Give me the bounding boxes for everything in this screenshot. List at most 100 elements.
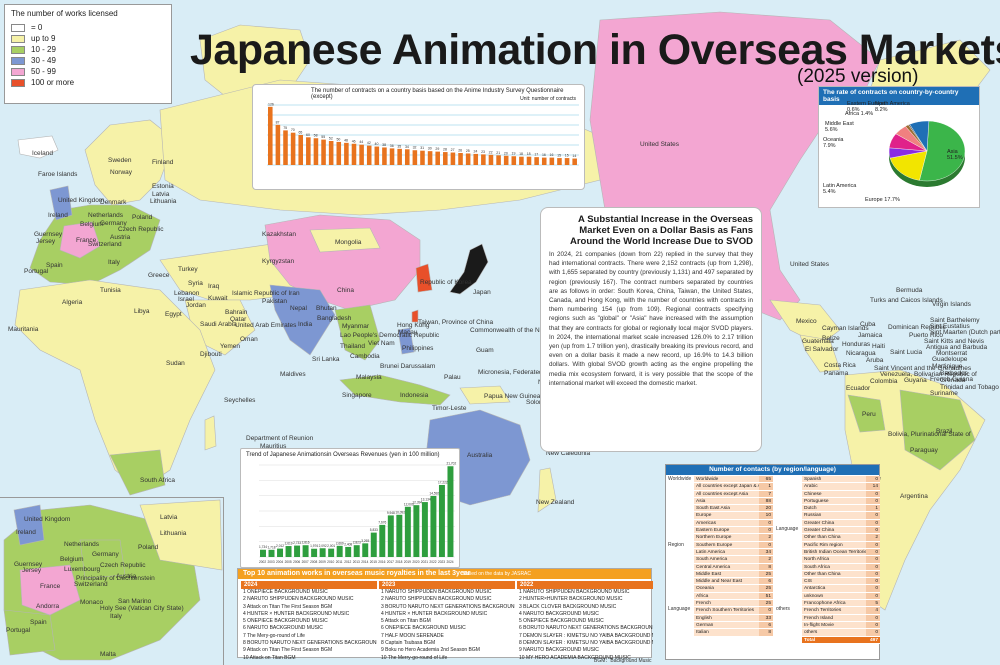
pie-label-africa: Africa 1.4% [845,111,874,117]
contract-bar [268,106,273,165]
country-label: Pakistan [262,298,287,305]
land-brazil [899,389,976,471]
pie-slice [889,150,928,181]
inset-country-label: Andorra [36,603,60,610]
top10-year: 2024 [241,581,377,589]
country-label: Iceland [32,150,53,157]
contract-bar [298,135,304,165]
country-label: Suriname [930,390,958,397]
inset-country-label: Guernsey [14,561,43,568]
country-label: Djibouti [200,351,222,358]
contract-bar-value: 15 [557,154,561,158]
contacts-name: others [802,629,866,636]
contacts-name: Latin America [694,548,759,556]
contract-bar-value: 31 [420,146,424,150]
top10-item: 2 HUNTER×HUNTER BACKGROUND MUSIC [519,596,623,603]
country-label: Japan [473,289,491,296]
country-label: Bhutan [316,305,337,312]
top10-item: 4 NARUTO BACKGROUND MUSIC [519,610,599,617]
country-label: China [337,287,354,294]
contacts-value: 88 [759,497,773,505]
contacts-name: Other than China [802,570,866,578]
contract-bar-value: 17 [534,153,538,157]
contacts-row: Russian 0 [802,512,880,520]
pie-label-middle-east: Middle East 5.6% [825,121,854,133]
contacts-value: 2 [759,534,773,541]
contacts-row: All countries except Japan & Asia1 [694,483,773,491]
revenue-bar-value: 7,676 [378,520,386,524]
contacts-name: Greater China [802,519,866,527]
country-label: Maldives [280,371,306,378]
country-label: Grenada [940,377,966,384]
country-label: United Arab Emirates [235,322,297,329]
contract-bar-value: 48 [344,138,348,142]
contacts-name: South America [694,556,759,563]
contract-bar [313,138,319,165]
country-label: Sweden [108,157,132,164]
contacts-name: Southern Europe [694,541,759,548]
top10-item: 5 Attack on Titan BGM [381,618,431,625]
inset-spain [3,609,56,656]
contacts-row: Europe 10 [694,512,773,520]
inset-country-label: Luxembourg [64,566,101,573]
contacts-value: 0 [759,519,773,527]
contract-bar-value: 52 [329,137,333,141]
contacts-value: 6 [759,621,773,629]
contract-bar-value: 40 [375,142,379,146]
contacts-row: Chinese 0 [802,490,880,498]
country-label: Colombia [870,378,898,385]
top10-item: 1 ONEPIECE BACKGROUND MUSIC [243,589,328,595]
contract-bar-value: 28 [443,148,447,152]
country-label: Bangladesh [317,315,352,322]
contract-bar [374,146,380,165]
contract-bar [534,157,539,165]
contract-bar-value: 35 [397,144,401,148]
contacts-value: 0 [866,629,880,636]
legend-label: 30 - 49 [31,56,56,65]
revenue-bar-value: 2,092 [319,544,327,548]
land-se-asia [334,304,381,361]
contract-bar-value: 29 [435,147,439,151]
top10-year-column: 2023 1 NARUTO SHIPPUDEN BACKGROUND MUSIC 2… [379,581,515,662]
country-label: Sri Lanka [312,356,340,363]
legend-swatch [11,56,25,65]
contacts-value: 25 [759,570,773,578]
contract-bar [450,152,456,165]
contacts-group-label: Language [776,526,799,532]
top10-item: 5 ONEPIECE BACKGROUND MUSIC [243,618,328,625]
contacts-value: 0 [866,512,880,519]
revenue-year-label: 2007 [302,560,309,564]
revenue-year-label: 2014 [361,560,368,564]
contacts-value: 1 [759,483,773,490]
top10-note: Based on the data by JASRAC [462,571,531,577]
contacts-value: 33 [759,614,773,621]
country-label: Latvia [152,191,170,198]
contacts-row: Northern Europe 2 [694,534,773,542]
top10-year: 2023 [379,581,515,589]
contract-bar [427,151,433,165]
contacts-row: Southern Europe 0 [694,541,773,549]
contacts-value: 4 [866,607,880,614]
revenue-year-label: 2013 [353,560,360,564]
revenue-bar-value: 3,265 [361,539,369,543]
contract-bar [564,158,570,165]
contacts-row: Greater China 0 [802,527,880,535]
contacts-value: 0 [866,490,880,497]
inset-country-label: Switzerland [74,581,108,588]
land-mongolia [309,227,381,253]
article-body: In 2024, 21 companies (down from 22) rep… [549,251,753,387]
contract-bar-value: 22 [489,150,493,154]
country-label: Kuwait [208,295,228,302]
country-label: Syria [188,280,203,287]
contacts-value: 8 [759,563,773,570]
contacts-row: CIS 0 [802,578,880,586]
revenue-bar [294,545,301,557]
contacts-name: British Indian Ocean Territories [802,548,866,556]
contacts-row: Arabic 14 [802,483,880,491]
contract-bar [290,132,296,165]
contacts-name: French Island [802,614,866,621]
country-label: South Africa [140,477,176,484]
country-label: Islamic Republic of Iran [232,290,300,297]
country-label: Philippines [402,345,434,352]
revenue-bar [447,466,454,557]
